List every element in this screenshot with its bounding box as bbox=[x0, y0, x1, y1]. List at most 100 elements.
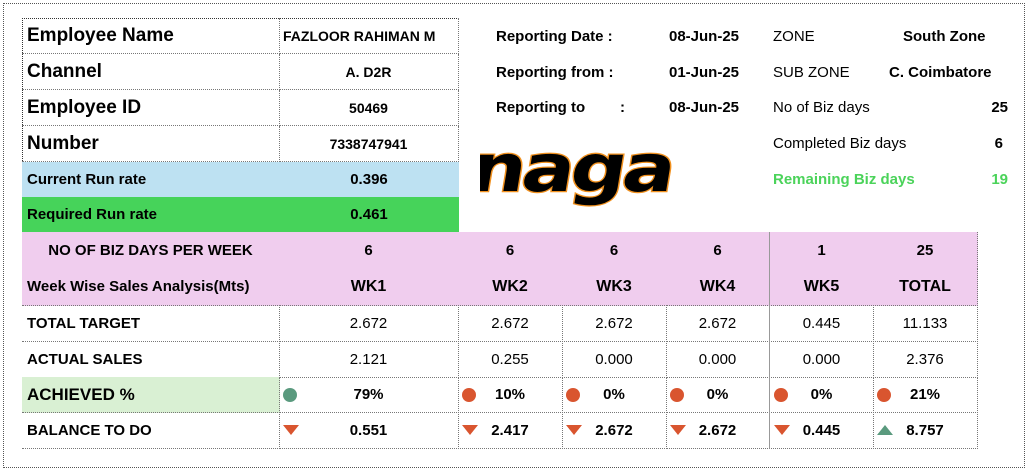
target-cell: 2.672 bbox=[279, 305, 459, 342]
red-circle-icon bbox=[670, 387, 684, 402]
zone-value: South Zone bbox=[903, 27, 986, 45]
actual-value: 2.376 bbox=[906, 350, 944, 368]
achieved-cell: 0% bbox=[666, 377, 770, 413]
actual-cell: 0.255 bbox=[458, 341, 563, 378]
target-value: 0.445 bbox=[802, 314, 841, 332]
headers-cell: WK2 bbox=[458, 268, 563, 306]
target-value: 2.672 bbox=[698, 314, 737, 332]
actual-cell: 0.000 bbox=[562, 341, 667, 378]
balance-value: 2.417 bbox=[491, 421, 529, 439]
green-up-triangle-icon bbox=[877, 425, 893, 435]
days-value: 6 bbox=[713, 241, 722, 259]
achieved-value: 0% bbox=[603, 386, 625, 403]
actual-row-label: ACTUAL SALES bbox=[22, 341, 280, 378]
remaining-biz-days-label: Remaining Biz days bbox=[773, 170, 915, 188]
headers-value: WK2 bbox=[492, 277, 528, 295]
completed-biz-days-label: Completed Biz days bbox=[773, 134, 907, 152]
target-row-label: TOTAL TARGET bbox=[22, 305, 280, 342]
biz-days-value: 25 bbox=[991, 98, 1008, 116]
achieved-cell: 21% bbox=[873, 377, 978, 413]
days-row-label: NO OF BIZ DAYS PER WEEK bbox=[22, 232, 280, 269]
red-down-triangle-icon bbox=[566, 425, 582, 435]
red-down-triangle-icon bbox=[283, 425, 299, 435]
employee-id-value: 50469 bbox=[279, 90, 459, 126]
channel-label: Channel bbox=[22, 54, 280, 90]
balance-value: 2.672 bbox=[698, 421, 737, 439]
balance-value: 0.551 bbox=[349, 421, 388, 439]
balance-value: 8.757 bbox=[906, 421, 944, 439]
current-run-rate-label: Current Run rate bbox=[27, 171, 147, 188]
balance-value: 0.445 bbox=[802, 421, 841, 439]
zone-label: ZONE bbox=[773, 27, 815, 45]
actual-value: 0.000 bbox=[698, 350, 737, 368]
achieved-value: 10% bbox=[494, 386, 526, 403]
target-cell: 2.672 bbox=[562, 305, 667, 342]
target-value: 11.133 bbox=[902, 314, 948, 332]
required-run-rate-value: 0.461 bbox=[350, 206, 388, 223]
days-value: 6 bbox=[364, 241, 373, 259]
balance-cell: 2.672 bbox=[562, 412, 667, 449]
biz-days-label: No of Biz days bbox=[773, 98, 870, 116]
achieved-value: 79% bbox=[353, 386, 384, 403]
days-cell: 6 bbox=[666, 232, 770, 269]
channel-value: A. D2R bbox=[279, 54, 459, 90]
number-value: 7338747941 bbox=[279, 126, 459, 162]
achieved-cell: 10% bbox=[458, 377, 563, 413]
reporting-from-label: Reporting from : bbox=[496, 63, 614, 81]
report-frame bbox=[3, 3, 1025, 468]
headers-value: TOTAL bbox=[899, 277, 951, 295]
balance-value: 2.672 bbox=[595, 421, 633, 439]
days-value: 25 bbox=[916, 241, 934, 259]
reporting-to-colon: : bbox=[620, 98, 625, 116]
actual-value: 0.255 bbox=[491, 350, 529, 368]
days-cell: 6 bbox=[458, 232, 563, 269]
actual-cell: 0.000 bbox=[769, 341, 874, 378]
naga-logo: naga bbox=[480, 140, 680, 209]
target-value: 2.672 bbox=[491, 314, 529, 332]
target-value: 2.672 bbox=[595, 314, 633, 332]
reporting-to-label: Reporting to bbox=[496, 98, 586, 116]
remaining-biz-days-value: 19 bbox=[991, 170, 1008, 188]
headers-value: WK1 bbox=[350, 277, 387, 295]
sub-zone-value: C. Coimbatore bbox=[889, 63, 992, 81]
employee-id-label: Employee ID bbox=[22, 90, 280, 126]
red-down-triangle-icon bbox=[774, 425, 790, 435]
achieved-cell: 79% bbox=[279, 377, 459, 413]
headers-cell: WK3 bbox=[562, 268, 667, 306]
balance-cell: 0.551 bbox=[279, 412, 459, 449]
days-cell: 1 bbox=[769, 232, 874, 269]
actual-cell: 2.376 bbox=[873, 341, 978, 378]
target-cell: 11.133 bbox=[873, 305, 978, 342]
target-value: 2.672 bbox=[349, 314, 388, 332]
reporting-from-value: 01-Jun-25 bbox=[669, 63, 740, 81]
target-cell: 2.672 bbox=[458, 305, 563, 342]
achieved-row-label: ACHIEVED % bbox=[22, 377, 280, 413]
completed-biz-days-value: 6 bbox=[994, 134, 1003, 152]
svg-text:naga: naga bbox=[480, 140, 678, 207]
red-down-triangle-icon bbox=[462, 425, 478, 435]
headers-value: WK3 bbox=[596, 277, 632, 295]
red-circle-icon bbox=[462, 387, 476, 402]
balance-cell: 0.445 bbox=[769, 412, 874, 449]
required-run-rate-row: Required Run rate 0.461 bbox=[22, 197, 459, 232]
balance-row-label: BALANCE TO DO bbox=[22, 412, 280, 449]
days-cell: 6 bbox=[562, 232, 667, 269]
headers-value: WK4 bbox=[699, 277, 736, 295]
actual-cell: 2.121 bbox=[279, 341, 459, 378]
achieved-value: 21% bbox=[909, 386, 941, 403]
balance-cell: 8.757 bbox=[873, 412, 978, 449]
target-cell: 0.445 bbox=[769, 305, 874, 342]
number-label: Number bbox=[22, 126, 280, 162]
headers-cell: WK4 bbox=[666, 268, 770, 306]
target-cell: 2.672 bbox=[666, 305, 770, 342]
red-down-triangle-icon bbox=[670, 425, 686, 435]
reporting-date-value: 08-Jun-25 bbox=[669, 27, 740, 45]
headers-row-label: Week Wise Sales Analysis(Mts) bbox=[22, 268, 280, 306]
days-cell: 6 bbox=[279, 232, 459, 269]
actual-value: 0.000 bbox=[595, 350, 633, 368]
headers-cell: WK5 bbox=[769, 268, 874, 306]
days-value: 6 bbox=[609, 241, 619, 259]
actual-value: 2.121 bbox=[349, 350, 388, 368]
red-circle-icon bbox=[774, 387, 788, 402]
green-circle-icon bbox=[283, 387, 297, 402]
